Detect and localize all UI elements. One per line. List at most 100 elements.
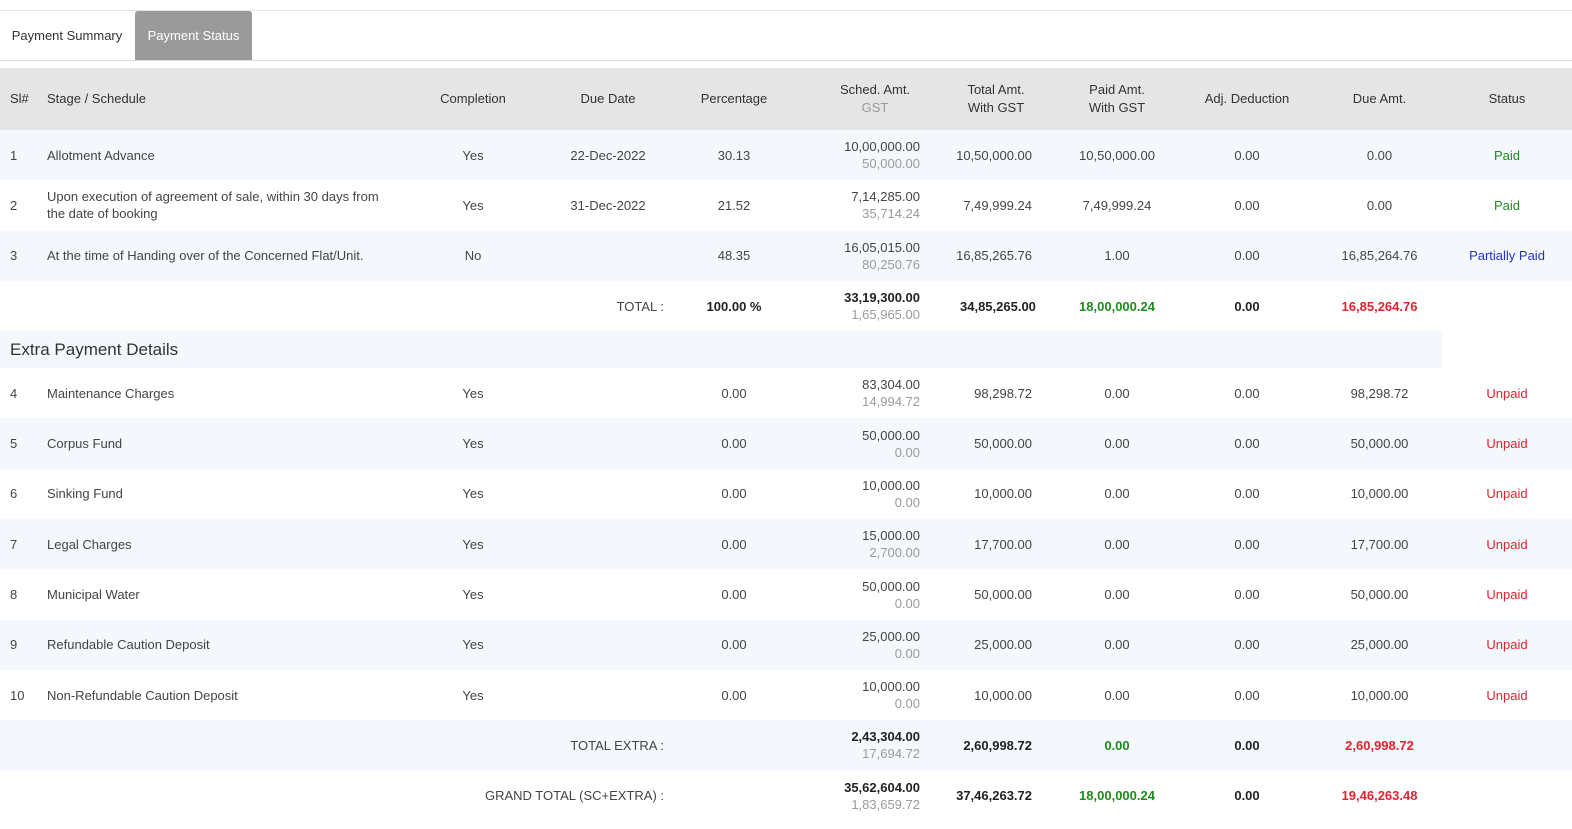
cell-due-amt: 50,000.00 [1302,418,1442,469]
total-extra-gst-value: 17,694.72 [862,746,920,762]
total-percentage: 100.00 % [706,298,762,314]
cell-adj: 0.00 [1172,418,1302,469]
cell-percentage: 21.52 [717,197,751,213]
cell-paid-amt: 0.00 [1104,587,1130,603]
total-label: TOTAL : [616,298,664,314]
cell-due-date [528,230,688,281]
cell-due-date [528,569,688,619]
cell-total-amt: 50,000.00 [974,587,1032,603]
cell-due-date [528,418,688,469]
extra-section-row: Extra Payment Details [0,331,1572,369]
table-row: 2 Upon execution of agreement of sale, w… [0,180,1572,230]
cell-completion: Yes [418,619,528,670]
sched-amt-label: Sched. Amt. [839,82,911,97]
table-row: 6 Sinking Fund Yes 0.00 10,000.00 0.00 10… [0,469,1572,519]
cell-adj: 0.00 [1234,385,1260,401]
tab-payment-summary[interactable]: Payment Summary [11,28,123,43]
status-badge: Unpaid [1486,385,1528,401]
cell-sched-amt: 50,000.00 0.00 [780,569,920,619]
total-extra-amt: 2,60,998.72 [920,720,1032,771]
cell-percentage: 0.00 [721,587,747,603]
cell-adj: 0.00 [1234,687,1260,703]
cell-paid-amt: 0.00 [1032,418,1172,469]
cell-sched-amt: 7,14,285.00 35,714.24 [780,180,920,230]
total-extra-adj: 0.00 [1172,720,1302,771]
cell-stage: Upon execution of agreement of sale, wit… [47,189,379,222]
cell-due-amt: 25,000.00 [1302,619,1442,670]
cell-sl: 5 [0,418,38,469]
cell-due-amt: 50,000.00 [1350,587,1409,603]
sched-value: 50,000.00 [862,427,920,443]
gst-value: 0.00 [894,494,920,510]
cell-total-amt: 10,000.00 [974,486,1032,502]
cell-percentage: 30.13 [688,130,780,181]
extra-section-title: Extra Payment Details [0,331,1442,369]
cell-due-date [528,519,688,570]
cell-percentage: 48.35 [688,230,780,281]
cell-due-date [528,619,688,670]
col-header-paid-amt: Paid Amt. With GST [1032,68,1172,130]
cell-sched-amt: 50,000.00 0.00 [780,418,920,469]
cell-percentage: 0.00 [688,619,780,670]
total-sched-value: 33,19,300.00 [844,290,920,306]
tab-payment-status[interactable]: Payment Status [135,11,252,60]
cell-completion: Yes [462,587,484,603]
gst-value: 0.00 [894,595,920,611]
cell-percentage: 0.00 [688,519,780,570]
sched-value: 10,000.00 [862,679,920,695]
gst-value: 35,714.24 [862,206,920,222]
cell-sched-amt: 10,000.00 0.00 [780,670,920,720]
status-badge: Unpaid [1442,619,1572,670]
cell-stage: Non-Refundable Caution Deposit [47,687,238,703]
cell-sched-amt: 16,05,015.00 80,250.76 [780,230,920,281]
sched-value: 15,000.00 [862,528,920,544]
cell-adj: 0.00 [1234,197,1260,213]
sched-gst-label: GST [861,100,889,115]
total-due: 16,85,264.76 [1341,298,1418,314]
sched-value: 50,000.00 [862,578,920,594]
cell-sched-amt: 83,304.00 14,994.72 [780,368,920,418]
cell-percentage: 0.00 [688,418,780,469]
cell-stage: Allotment Advance [38,130,418,181]
total-extra-row: TOTAL EXTRA : 2,43,304.00 17,694.72 2,60,… [0,720,1572,771]
gst-value: 50,000.00 [862,156,920,172]
grand-total-due: 19,46,263.48 [1341,788,1418,804]
status-badge: Unpaid [1486,687,1528,703]
table-row: 10 Non-Refundable Caution Deposit Yes 0.… [0,670,1572,720]
col-header-completion: Completion [418,68,528,130]
cell-due-amt: 98,298.72 [1350,385,1409,401]
sched-value: 83,304.00 [862,377,920,393]
total-extra-due: 2,60,998.72 [1302,720,1442,771]
total-row: TOTAL : 100.00 % 33,19,300.00 1,65,965.00… [0,281,1572,331]
total-gst-value: 1,65,965.00 [851,307,920,323]
cell-sched-amt: 10,000.00 0.00 [780,469,920,519]
cell-sched-amt: 25,000.00 0.00 [780,619,920,670]
cell-adj: 0.00 [1172,619,1302,670]
status-badge: Unpaid [1486,486,1528,502]
sched-value: 7,14,285.00 [851,189,920,205]
table-row: 1 Allotment Advance Yes 22-Dec-2022 30.1… [0,130,1572,181]
cell-due-date [528,368,688,418]
grand-total-paid: 18,00,000.24 [1079,788,1155,804]
cell-total-amt: 16,85,265.76 [920,230,1032,281]
cell-total-amt: 10,000.00 [974,687,1032,703]
col-header-status: Status [1442,68,1572,130]
cell-completion: Yes [418,130,528,181]
top-divider [0,10,1572,11]
table-row: 8 Municipal Water Yes 0.00 50,000.00 0.00… [0,569,1572,619]
col-header-percentage: Percentage [688,68,780,130]
cell-total-amt: 50,000.00 [920,418,1032,469]
total-paid: 18,00,000.24 [1079,298,1155,314]
cell-paid-amt: 0.00 [1104,687,1130,703]
total-amt: 34,85,265.00 [960,298,1036,314]
cell-completion: Yes [462,385,484,401]
grand-total-amt: 37,46,263.72 [956,788,1032,804]
cell-paid-amt: 0.00 [1104,385,1130,401]
col-header-stage: Stage / Schedule [38,68,418,130]
cell-sl: 4 [10,385,18,401]
cell-adj: 0.00 [1172,519,1302,570]
total-sched: 33,19,300.00 1,65,965.00 [780,281,920,331]
cell-adj: 0.00 [1234,486,1260,502]
cell-percentage: 0.00 [721,486,747,502]
total-extra-sched: 2,43,304.00 17,694.72 [780,720,920,771]
